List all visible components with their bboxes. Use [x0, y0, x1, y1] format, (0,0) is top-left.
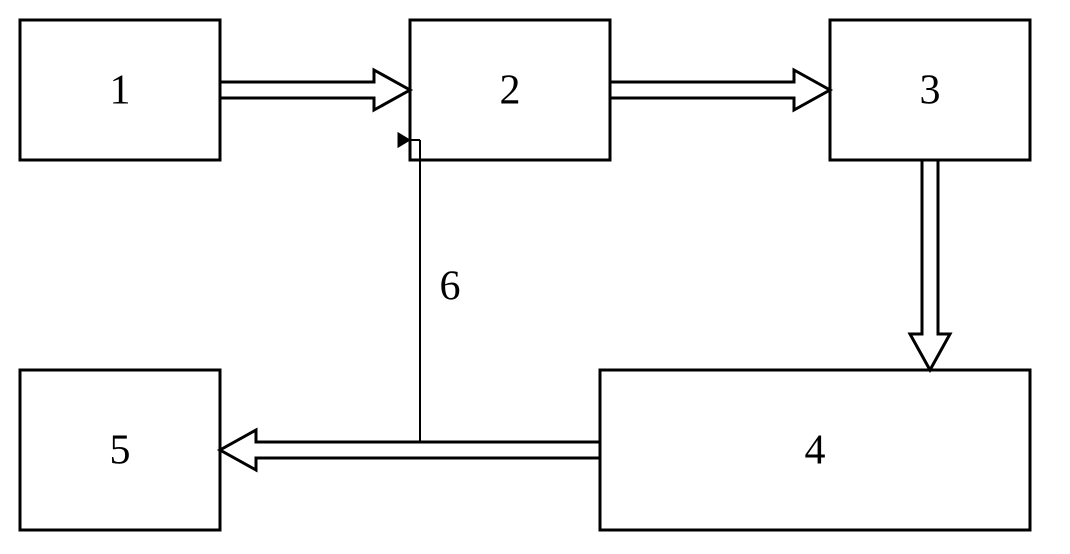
- arrow-b2-to-b3: [610, 70, 830, 110]
- node-b4-label: 4: [805, 428, 826, 474]
- arrow-b1-to-b2: [220, 70, 410, 110]
- feedback-label: 6: [440, 264, 461, 310]
- node-b2-label: 2: [500, 68, 521, 114]
- node-b1-label: 1: [110, 68, 131, 114]
- node-b5-label: 5: [110, 428, 131, 474]
- arrow-b4-to-b5: [220, 430, 600, 470]
- block-diagram: 1 2 3 4 5 6: [0, 0, 1070, 554]
- node-b3-label: 3: [920, 68, 941, 114]
- feedback-arrowhead: [398, 133, 410, 147]
- arrow-b3-to-b4: [910, 160, 950, 370]
